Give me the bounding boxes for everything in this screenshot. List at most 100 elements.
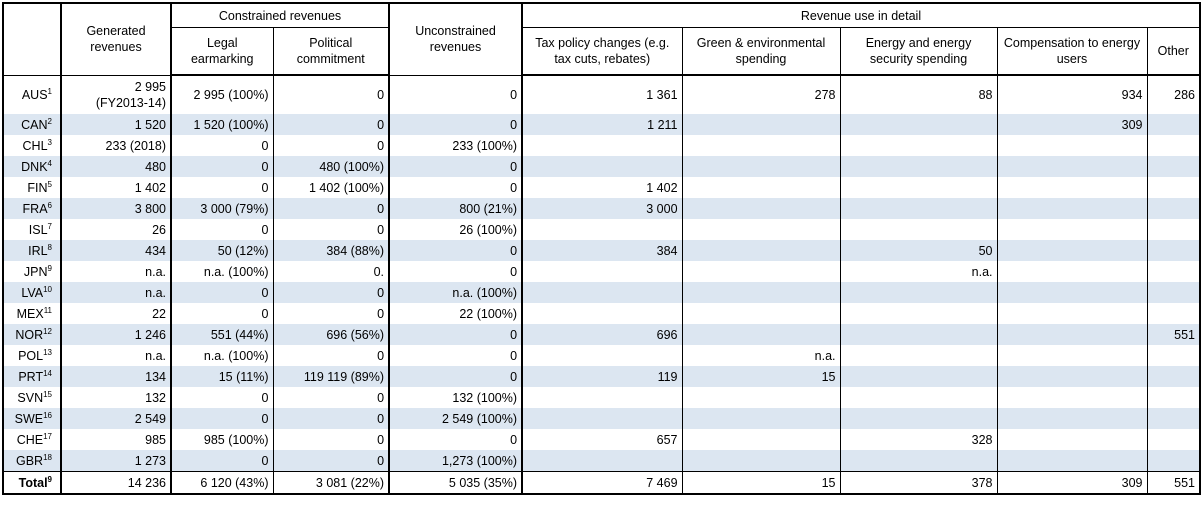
comp-cell [996, 282, 1148, 303]
comp-cell [996, 156, 1148, 177]
political-cell: 0 [272, 387, 390, 408]
tax-cell [521, 135, 683, 156]
comp-cell [996, 450, 1148, 472]
tax-cell: 119 [521, 366, 683, 387]
energy-cell: 328 [839, 429, 998, 450]
footnote-marker: 11 [43, 305, 52, 315]
other-header: Other [1146, 27, 1202, 76]
tax-cell: 1 211 [521, 114, 683, 135]
generated-cell: 2 995 (FY2013-14) [61, 75, 172, 114]
generated-cell: 1 402 [61, 177, 172, 198]
footnote-marker: 10 [43, 284, 52, 294]
table-row: CHL3 233 (2018) 0 0 233 (100%) [2, 135, 1202, 156]
tax-cell: 1 402 [521, 177, 683, 198]
green-cell: n.a. [681, 345, 841, 366]
political-cell: 0 [272, 408, 390, 429]
country-cell: PRT14 [2, 366, 62, 387]
table-row: PRT14 134 15 (11%) 119 119 (89%) 0 119 15 [2, 366, 1202, 387]
generated-value: 14 236 [127, 475, 166, 490]
generated-cell: 132 [61, 387, 172, 408]
generated-value: 233 (2018) [105, 138, 166, 153]
other-cell: 551 [1146, 471, 1202, 495]
legal-cell: 0 [170, 282, 273, 303]
energy-cell: 50 [839, 240, 998, 261]
country-cell: NOR12 [2, 324, 62, 345]
other-cell [1146, 156, 1202, 177]
country-header [2, 2, 62, 76]
generated-value: 1 246 [134, 327, 166, 342]
country-cell: IRL8 [2, 240, 62, 261]
political-cell: 0 [272, 219, 390, 240]
country-code: ISL [28, 222, 48, 237]
green-header: Green & environmental spending [681, 27, 841, 76]
generated-cell: 985 [61, 429, 172, 450]
footnote-marker: 4 [47, 158, 52, 168]
green-cell [681, 261, 841, 282]
table-row: SVN15 132 0 0 132 (100%) [2, 387, 1202, 408]
green-cell [681, 114, 841, 135]
green-cell [681, 219, 841, 240]
generated-value: 1 402 [134, 180, 166, 195]
country-code: POL [18, 348, 44, 363]
political-cell: 480 (100%) [272, 156, 390, 177]
legal-cell: 985 (100%) [170, 429, 273, 450]
table-row: AUS1 2 995 (FY2013-14) 2 995 (100%) 0 0 1 361 2… [2, 75, 1202, 114]
tax-cell [521, 156, 683, 177]
generated-value: 3 800 [134, 201, 166, 216]
legal-cell: 0 [170, 450, 273, 472]
comp-cell: 309 [996, 471, 1148, 495]
revenue-table: Generated revenues Constrained revenues … [2, 2, 1202, 495]
green-cell: 15 [681, 366, 841, 387]
generated-value: 1 273 [134, 453, 166, 468]
legal-cell: 3 000 (79%) [170, 198, 273, 219]
country-code: DNK [21, 159, 48, 174]
country-cell: POL13 [2, 345, 62, 366]
legal-cell: 0 [170, 408, 273, 429]
other-cell [1146, 429, 1202, 450]
generated-header: Generated revenues [61, 2, 172, 76]
generated-cell: 233 (2018) [61, 135, 172, 156]
country-cell: SVN15 [2, 387, 62, 408]
other-cell [1146, 261, 1202, 282]
tax-cell: 384 [521, 240, 683, 261]
country-cell: SWE16 [2, 408, 62, 429]
country-cell: MEX11 [2, 303, 62, 324]
generated-cell: 1 520 [61, 114, 172, 135]
generated-value: 132 [145, 390, 166, 405]
tax-cell [521, 408, 683, 429]
country-code: MEX [16, 306, 44, 321]
other-cell [1146, 282, 1202, 303]
political-cell: 0 [272, 450, 390, 472]
tax-cell [521, 261, 683, 282]
country-cell: CHL3 [2, 135, 62, 156]
unconstrained-cell: 0 [388, 366, 524, 387]
green-cell [681, 429, 841, 450]
generated-cell: 3 800 [61, 198, 172, 219]
country-code: CHE [16, 432, 44, 447]
legal-cell: 0 [170, 135, 273, 156]
green-cell [681, 408, 841, 429]
energy-cell [839, 387, 998, 408]
comp-cell [996, 387, 1148, 408]
comp-cell [996, 345, 1148, 366]
energy-cell [839, 177, 998, 198]
country-code: GBR [16, 453, 44, 468]
generated-value: 22 [152, 306, 166, 321]
tax-cell [521, 450, 683, 472]
legal-cell: 0 [170, 303, 273, 324]
green-cell [681, 450, 841, 472]
tax-cell [521, 219, 683, 240]
table-row: SWE16 2 549 0 0 2 549 (100%) [2, 408, 1202, 429]
green-cell [681, 135, 841, 156]
political-cell: 0. [272, 261, 390, 282]
country-code: Total [18, 475, 48, 490]
tax-cell [521, 345, 683, 366]
country-code: FRA [22, 201, 48, 216]
comp-cell [996, 177, 1148, 198]
comp-cell: 309 [996, 114, 1148, 135]
unconstrained-cell: 22 (100%) [388, 303, 524, 324]
footnote-marker: 3 [47, 137, 52, 147]
table-row: NOR12 1 246 551 (44%) 696 (56%) 0 696 551 [2, 324, 1202, 345]
energy-cell [839, 135, 998, 156]
legal-cell: 0 [170, 177, 273, 198]
